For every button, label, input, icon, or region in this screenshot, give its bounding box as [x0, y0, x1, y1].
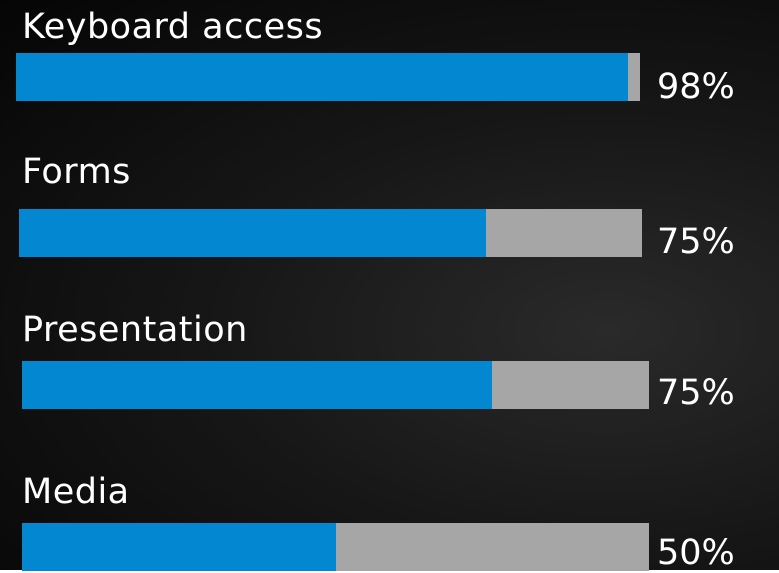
bar-label: Media	[22, 472, 130, 512]
bar-label: Forms	[22, 152, 131, 192]
bar-track	[16, 53, 640, 101]
value-label: 98%	[657, 67, 735, 107]
value-label: 50%	[657, 533, 735, 573]
bar-track	[22, 361, 649, 409]
bar-track	[19, 209, 642, 257]
bar-fill	[16, 53, 628, 101]
value-label: 75%	[657, 222, 735, 262]
bar-fill	[22, 361, 493, 409]
bar-fill	[19, 209, 487, 257]
bar-fill	[22, 523, 336, 571]
value-label: 75%	[657, 373, 735, 413]
bar-label: Presentation	[22, 310, 248, 350]
bar-label: Keyboard access	[22, 7, 324, 47]
bar-track	[22, 523, 649, 571]
